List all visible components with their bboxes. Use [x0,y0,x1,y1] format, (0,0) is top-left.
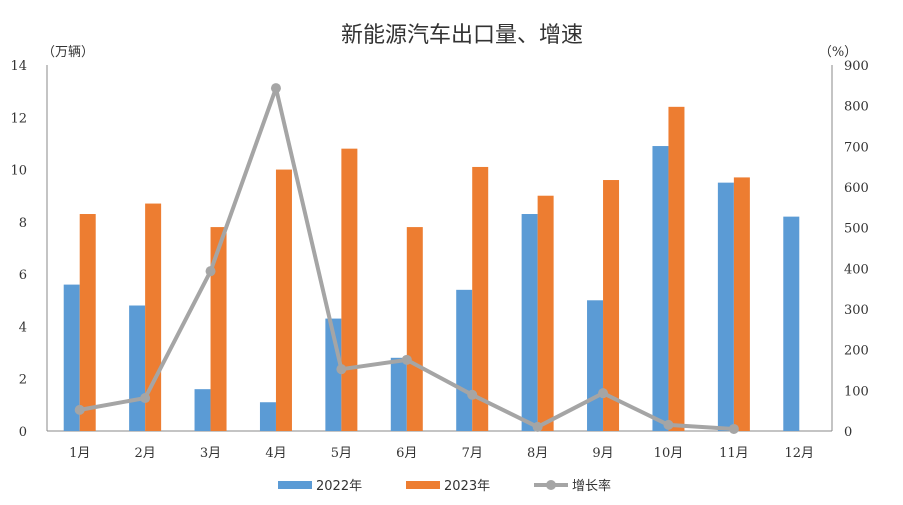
right-tick-label: 0 [844,425,852,440]
legend-swatch-marker [546,480,556,490]
bar-2023年 [406,227,423,431]
left-tick-label: 14 [10,59,27,74]
left-axis-unit: （万辆） [42,45,94,60]
x-tick-label: 6月 [396,446,417,461]
right-tick-label: 700 [844,140,869,155]
bar-2023年 [341,148,358,431]
bar-2023年 [275,169,292,432]
bar-2023年 [210,227,227,431]
right-tick-label: 900 [844,59,869,74]
x-tick-label: 2月 [134,446,155,461]
right-axis-unit: （%） [819,45,857,60]
x-tick-label: 7月 [462,446,483,461]
bar-2023年 [668,106,685,431]
bar-2022年 [652,146,669,432]
right-tick-label: 500 [844,222,869,237]
bar-2022年 [129,305,146,431]
right-tick-label: 400 [844,262,869,277]
line-point [401,354,412,365]
line-point [336,364,347,375]
x-tick-label: 4月 [265,446,286,461]
bar-2022年 [717,182,734,431]
left-tick-label: 6 [19,268,27,283]
bar-2022年 [63,284,80,431]
bar-2022年 [783,216,800,431]
line-point [598,388,609,399]
left-tick-label: 12 [10,111,27,126]
x-tick-label: 10月 [654,446,684,461]
x-tick-label: 9月 [592,446,613,461]
chart-title: 新能源汽车出口量、增速 [341,23,583,48]
x-tick-label: 3月 [200,446,221,461]
bar-2023年 [79,214,96,431]
line-point [205,266,216,277]
bar-2022年 [587,300,604,431]
x-tick-label: 5月 [331,446,352,461]
legend-swatch [278,481,312,489]
right-tick-label: 100 [844,384,869,399]
left-tick-label: 10 [10,164,27,179]
bar-2023年 [472,166,489,431]
line-point [74,404,85,415]
line-point [532,421,543,432]
right-tick-label: 200 [844,344,869,359]
bar-2022年 [521,214,538,431]
legend-swatch [406,481,440,489]
bar-2023年 [537,195,554,431]
legend-label: 增长率 [572,478,611,494]
right-tick-label: 300 [844,303,869,318]
legend-label: 2023年 [444,479,490,494]
bar-2022年 [390,357,407,431]
line-point [467,389,478,400]
left-tick-label: 0 [19,425,27,440]
line-point [663,419,674,430]
bar-2022年 [194,389,211,431]
bar-2023年 [733,177,750,431]
x-tick-label: 12月 [785,446,815,461]
left-tick-label: 8 [19,216,27,231]
legend-label: 2022年 [316,479,362,494]
x-tick-label: 1月 [69,446,90,461]
x-tick-label: 8月 [527,446,548,461]
bar-2022年 [259,402,276,431]
right-tick-label: 800 [844,100,869,115]
left-tick-label: 2 [19,373,27,388]
bar-2022年 [456,289,473,431]
bar-2023年 [603,180,620,431]
line-point [140,393,151,404]
line-point [728,423,739,434]
line-point [270,83,281,94]
right-tick-label: 600 [844,181,869,196]
x-tick-label: 11月 [719,446,749,461]
left-tick-label: 4 [19,320,27,335]
